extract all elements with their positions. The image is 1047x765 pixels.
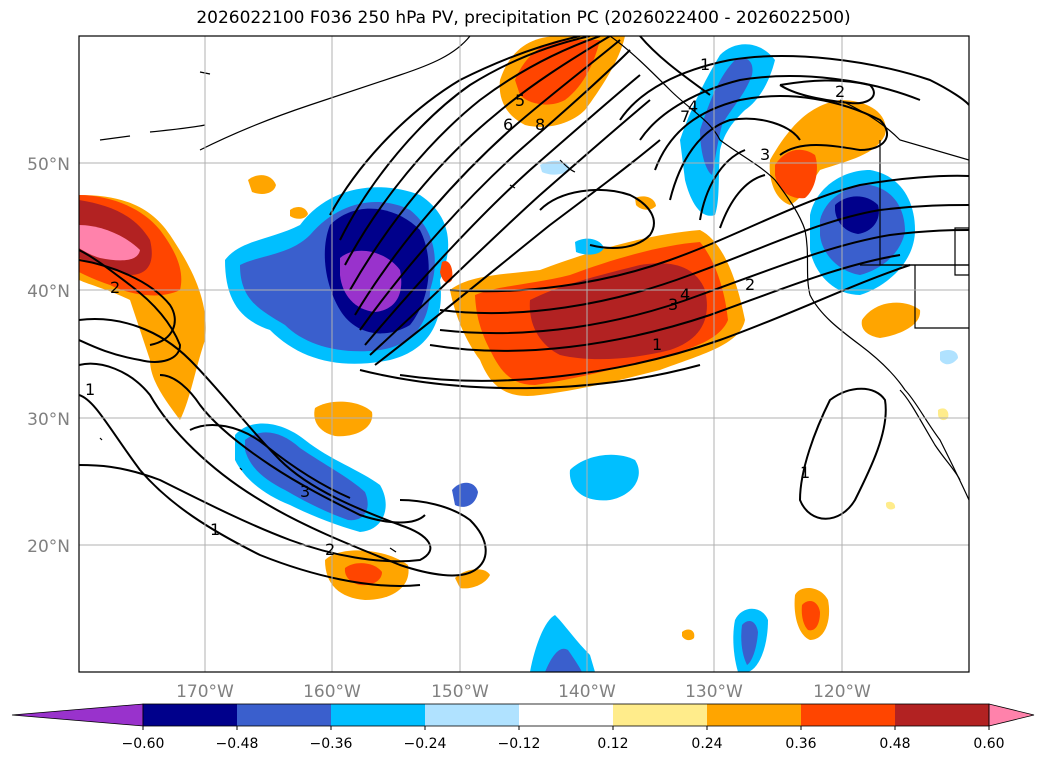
- colorbar-swatch: [613, 704, 708, 726]
- contour-label: 2: [110, 278, 120, 297]
- pv-contours: [79, 36, 969, 587]
- lat-label-30n: 30°N: [27, 410, 70, 430]
- svg-text:1: 1: [210, 520, 220, 539]
- lon-label-150w: 150°W: [431, 682, 489, 702]
- contour-label: 3: [668, 295, 678, 314]
- colorbar: [11, 703, 1035, 727]
- contour-label: 2: [745, 275, 755, 294]
- contour-label: 1: [652, 335, 662, 354]
- colorbar-tick-label: −0.24: [404, 736, 447, 752]
- contour-label: 5: [515, 91, 525, 110]
- contour-label: 1: [800, 463, 810, 482]
- colorbar-tick-label: −0.12: [498, 736, 541, 752]
- precipitation-shading: [79, 36, 958, 672]
- lon-label-160w: 160°W: [303, 682, 361, 702]
- contour-label: 2: [325, 540, 335, 559]
- lat-label-40n: 40°N: [27, 282, 70, 302]
- map-frame: [78, 35, 970, 673]
- contour-label: 8: [535, 115, 545, 134]
- colorbar-tick-label: −0.48: [216, 736, 259, 752]
- colorbar-outline: [142, 703, 990, 727]
- contour-label: 2: [835, 82, 845, 101]
- colorbar-extend-left: [11, 703, 144, 727]
- longitude-labels: 170°W 160°W 150°W 140°W 130°W 120°W: [176, 682, 871, 702]
- contour-label: 7: [680, 107, 690, 126]
- colorbar-swatch: [425, 704, 520, 726]
- lat-label-20n: 20°N: [27, 537, 70, 557]
- lon-label-140w: 140°W: [558, 682, 616, 702]
- colorbar-tick-label: −0.60: [122, 736, 165, 752]
- colorbar-swatch: [143, 704, 238, 726]
- contour-label: 1: [700, 55, 710, 74]
- colorbar-tick-label: 0.24: [691, 736, 722, 752]
- lon-label-120w: 120°W: [813, 682, 871, 702]
- map-title: 2026022100 F036 250 hPa PV, precipitatio…: [196, 8, 851, 28]
- colorbar-tick-label: 0.36: [785, 736, 816, 752]
- colorbar-tick-label: −0.36: [310, 736, 353, 752]
- contour-label: 6: [503, 115, 513, 134]
- contour-label: 1: [85, 380, 95, 399]
- coastlines: [99, 36, 969, 553]
- contour-label: 3: [760, 145, 770, 164]
- contour-labels: 2 1 3 5 6 8 7 4 3 4 2 1 2 1 3 1 2 1: [85, 55, 845, 559]
- lon-label-170w: 170°W: [176, 682, 234, 702]
- colorbar-swatch: [237, 704, 332, 726]
- lat-label-50n: 50°N: [27, 155, 70, 175]
- colorbar-swatch: [331, 704, 426, 726]
- contour-label: 3: [300, 482, 310, 501]
- latitude-labels: 50°N 40°N 30°N 20°N: [27, 155, 70, 557]
- contour-label: 4: [688, 97, 698, 116]
- colorbar-swatch: [895, 704, 990, 726]
- colorbar-extend-right: [988, 703, 1035, 727]
- colorbar-swatch: [707, 704, 802, 726]
- colorbar-tick-label: 0.48: [879, 736, 910, 752]
- colorbar-swatch: [801, 704, 896, 726]
- colorbar-tick-label: 0.60: [973, 736, 1004, 752]
- lon-label-130w: 130°W: [685, 682, 743, 702]
- colorbar-swatch: [519, 704, 614, 726]
- colorbar-tick-label: 0.12: [597, 736, 628, 752]
- contour-label: 4: [680, 285, 690, 304]
- gridlines: [79, 36, 969, 672]
- colorbar-ticks: −0.60 −0.48 −0.36 −0.24 −0.12 0.12 0.24 0.36 0.4…: [122, 726, 1005, 752]
